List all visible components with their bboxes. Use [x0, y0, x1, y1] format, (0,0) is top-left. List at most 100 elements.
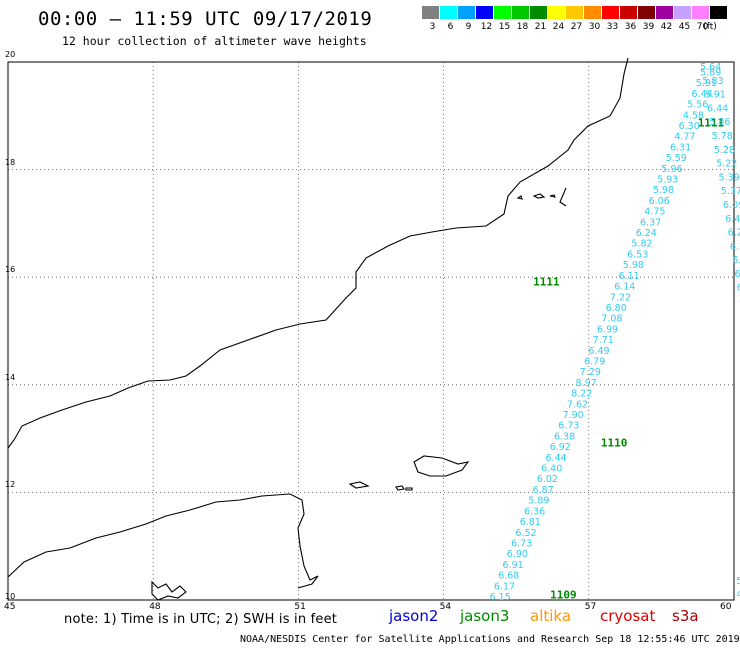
lon-tick-label: 48 [149, 602, 161, 612]
wave-height-value: 6.1 [735, 269, 740, 280]
wave-height-value: 6.9 [737, 283, 740, 294]
legend-swatch [602, 6, 619, 19]
legend-swatch [476, 6, 493, 19]
map-frame [7, 61, 735, 601]
wave-height-value: 4.77 [674, 132, 695, 143]
legend-swatch [674, 6, 691, 19]
legend-swatch [656, 6, 673, 19]
credit-line: NOAA/NESDIS Center for Satellite Applica… [240, 634, 740, 645]
wave-height-value: 6.53 [627, 249, 648, 260]
satellite-s3a: s3a [672, 607, 699, 625]
map-subtitle: 12 hour collection of altimeter wave hei… [62, 34, 367, 48]
wave-height-value: 6.14 [614, 282, 635, 293]
wave-height-value: 6.17 [494, 581, 515, 592]
wave-height-value: 6.02 [537, 474, 558, 485]
wave-height-value: 6.40 [541, 464, 562, 475]
wave-height-value: 6.29 [730, 241, 740, 252]
wave-height-value: 6.81 [520, 517, 541, 528]
somali-coastline [7, 493, 319, 589]
satellite-altika: altika [530, 607, 572, 625]
small-island-2 [405, 487, 413, 491]
wave-height-value: 5.64 [700, 62, 721, 73]
altimeter-tracks: 6.156.176.686.916.906.736.526.816.365.89… [490, 62, 740, 603]
wave-height-value: 6.06 [649, 196, 670, 207]
lon-tick-label: 54 [439, 602, 452, 612]
kuria-muria-islands [516, 193, 556, 200]
wave-height-value: 6.44 [725, 214, 740, 225]
lon-tick-label: 51 [294, 602, 306, 612]
wave-height-value: 5.91 [696, 78, 717, 89]
legend-label: 18 [516, 22, 529, 32]
legend-label: 39 [642, 22, 655, 32]
pass-number-label: 1110 [601, 437, 628, 450]
socotra-island [413, 455, 470, 477]
lat-tick-label: 20 [5, 50, 16, 59]
coastline [7, 57, 629, 601]
wave-height-value: 6.37 [640, 217, 661, 228]
wave-height-value: 6.44 [692, 89, 713, 100]
wave-height-value: 6.24 [636, 228, 657, 239]
wave-height-value: 6.91 [503, 560, 524, 571]
wave-height-value: 5.82 [631, 239, 652, 250]
legend-label: 9 [465, 22, 472, 32]
wave-height-value: 6.09 [723, 200, 740, 211]
wave-height-value: 7.29 [580, 367, 601, 378]
wave-height-value: 5.89 [528, 496, 549, 507]
wave-height-value: 4.75 [644, 207, 665, 218]
wave-height-value: 6.26 [732, 255, 740, 266]
legend-label: 42 [660, 22, 673, 32]
lat-tick-label: 18 [5, 157, 16, 167]
abd-al-kuri-island [348, 481, 370, 489]
legend-label: 24 [552, 22, 565, 32]
footer-note: note: 1) Time is in UTC; 2) SWH is in fe… [64, 612, 338, 627]
legend-label: 12 [480, 22, 493, 32]
legend-label: 30 [588, 22, 601, 32]
yemen-coast-fragment [559, 187, 567, 207]
wave-height-value: 5.59 [666, 153, 687, 164]
wave-height-value: 5.93 [657, 175, 678, 186]
wave-height-value: 5.78 [712, 131, 733, 142]
legend-swatch [422, 6, 439, 19]
wave-height-value: 6.44 [707, 103, 728, 114]
legend-swatch [584, 6, 601, 19]
legend-label: 6 [447, 22, 454, 32]
wave-height-value: 6.30 [679, 121, 700, 132]
pass-labels: 1111 1111 1110 1109 [533, 117, 724, 602]
pass-number-label: 1111 [533, 275, 560, 288]
wave-height-value: 5.37 [721, 186, 740, 197]
wave-height-value: 6.52 [515, 528, 536, 539]
legend-label: 45 [678, 22, 691, 32]
lon-tick-label: 57 [584, 602, 597, 612]
wave-height-value: 5.39 [719, 172, 740, 183]
wave-height-value: 6.73 [511, 539, 532, 550]
legend-swatch [692, 6, 709, 19]
legend-swatch [710, 6, 727, 19]
wave-height-value: 6.49 [588, 346, 609, 357]
legend-label: 3 [429, 22, 436, 32]
legend-swatch [440, 6, 457, 19]
somali-inlet-detail [151, 580, 187, 601]
legend-label: 70 [696, 22, 709, 32]
wave-height-value: 7.22 [610, 292, 631, 303]
wave-height-value: 5.22 [716, 159, 737, 170]
legend-swatch [458, 6, 475, 19]
satellite-jason3: jason3 [460, 607, 510, 625]
wave-height-value: 5.98 [653, 185, 674, 196]
wave-height-value: 7.08 [601, 314, 622, 325]
wave-height-value: 7.90 [563, 410, 584, 421]
satellite-jason2: jason2 [389, 607, 439, 625]
lat-tick-label: 14 [5, 372, 16, 382]
wave-height-value: 4.58 [683, 110, 704, 121]
lat-tick-label: 16 [5, 265, 16, 275]
legend-label: 21 [534, 22, 547, 32]
wave-height-value: 6.90 [507, 549, 528, 560]
satellite-cryosat: cryosat [600, 607, 656, 625]
legend-swatch [548, 6, 565, 19]
wave-height-value: 6.68 [498, 571, 519, 582]
lat-tick-label: 12 [5, 480, 16, 490]
wave-height-value: 7.71 [593, 335, 614, 346]
legend-swatch [566, 6, 583, 19]
wave-height-value: 6.44 [545, 453, 566, 464]
wave-height-value: 5.86 [709, 117, 730, 128]
